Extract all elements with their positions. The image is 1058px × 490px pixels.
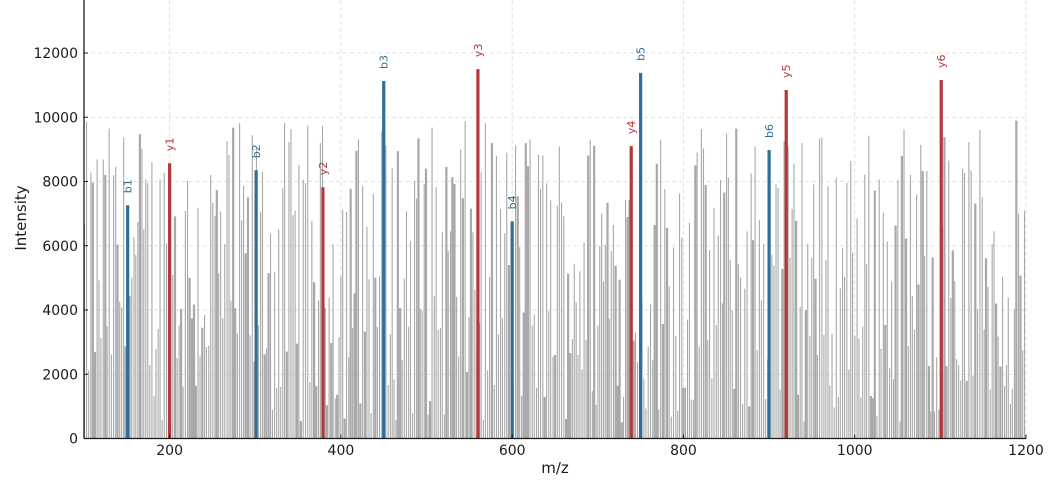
y-tick-labels: 0 2000 4000 6000 8000 10000 12000 (33, 46, 88, 448)
x-tick-label: 400 (328, 443, 355, 459)
grid-lines (84, 0, 1027, 439)
x-tick-label: 1200 (1008, 443, 1044, 459)
ion-label-y2: y2 (317, 162, 330, 176)
y-tick-label: 6000 (42, 239, 78, 255)
ion-label-b3: b3 (378, 55, 391, 69)
ion-label-b5: b5 (635, 47, 648, 61)
y-tick-label: 4000 (42, 303, 78, 319)
y-tick-label: 2000 (42, 367, 78, 383)
ion-label-y3: y3 (472, 44, 485, 58)
y-axis-title: Intensity (12, 185, 30, 250)
ion-label-y1: y1 (164, 138, 177, 152)
x-tick-label: 800 (670, 443, 697, 459)
ion-label-b1: b1 (122, 179, 135, 193)
x-tick-label: 200 (156, 443, 183, 459)
ion-label-y5: y5 (780, 64, 793, 78)
ion-label-y6: y6 (935, 54, 948, 68)
y-tick-label: 10000 (33, 110, 78, 126)
ion-label-b6: b6 (763, 124, 776, 138)
ion-label-b4: b4 (506, 195, 519, 209)
y-tick-label: 8000 (42, 175, 78, 191)
y-tick-label: 0 (69, 432, 78, 448)
ion-label-b2: b2 (250, 144, 263, 158)
annotated-ion-peaks: b1 b2 b3 b4 b5 b6 y1 y2 y3 y4 y5 y6 (122, 44, 948, 439)
x-axis-title: m/z (541, 459, 569, 477)
x-tick-label: 600 (499, 443, 526, 459)
x-tick-labels: 200 400 600 800 1000 1200 (156, 434, 1044, 459)
x-tick-label: 1000 (837, 443, 873, 459)
axes (83, 0, 1026, 440)
y-tick-label: 12000 (33, 46, 78, 62)
ion-label-y4: y4 (625, 121, 638, 135)
background-peaks (83, 120, 1026, 439)
